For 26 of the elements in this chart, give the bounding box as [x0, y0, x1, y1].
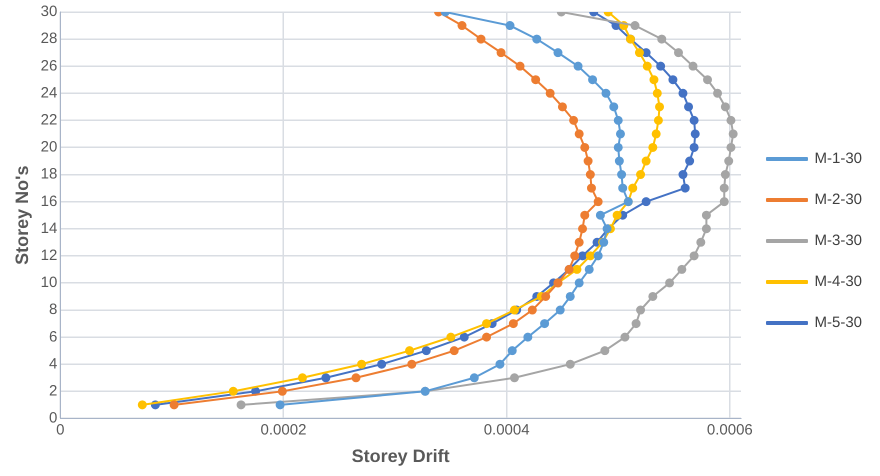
y-tick-label: 30 [40, 3, 58, 20]
legend-label: M-4-30 [814, 273, 862, 290]
y-tick-label: 20 [40, 138, 58, 156]
y-tick-label: 2 [48, 382, 58, 400]
y-axis-title: Storey No's [12, 166, 32, 265]
y-tick-label: 4 [48, 355, 58, 372]
legend-label: M-3-30 [814, 232, 862, 250]
y-tick-label: 0 [48, 410, 58, 427]
y-tick-label: 18 [40, 166, 58, 183]
y-tick-label: 22 [40, 112, 58, 129]
x-tick-label: 0.0002 [260, 422, 306, 439]
y-tick-label: 12 [40, 246, 58, 264]
y-tick-label: 24 [40, 84, 58, 102]
x-tick-label: 0.0004 [484, 422, 530, 439]
y-tick-label: 6 [48, 328, 58, 346]
y-tick-label: 10 [40, 274, 58, 292]
legend-label: M-5-30 [814, 314, 862, 332]
legend-label: M-1-30 [814, 150, 862, 168]
legend-label: M-2-30 [814, 191, 862, 208]
y-tick-label: 28 [40, 30, 58, 48]
x-tick-label: 0.0006 [706, 422, 753, 439]
y-tick-label: 14 [40, 220, 58, 237]
y-tick-label: 26 [40, 57, 58, 74]
x-axis-title: Storey Drift [352, 446, 450, 466]
y-tick-label: 8 [48, 301, 58, 318]
y-tick-label: 16 [40, 192, 58, 210]
